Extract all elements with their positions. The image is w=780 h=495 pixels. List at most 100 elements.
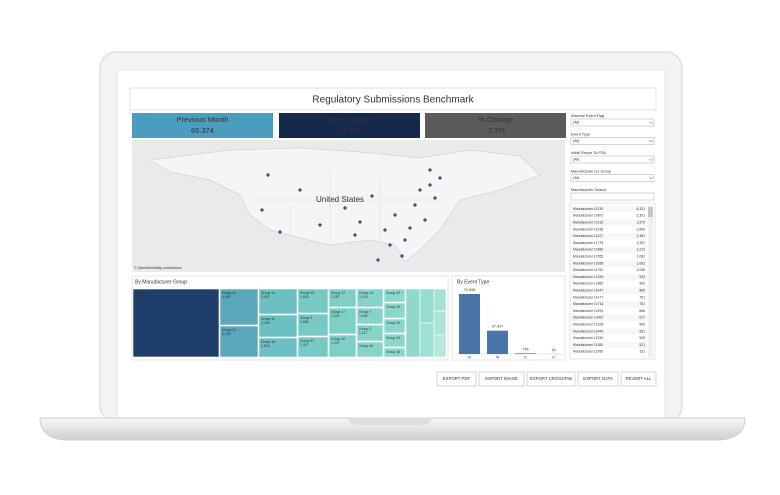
treemap-cell[interactable] (328, 334, 357, 358)
map-marker (412, 202, 418, 208)
treemap-cell[interactable] (356, 324, 384, 342)
list-row[interactable] (571, 314, 647, 322)
treemap-cell[interactable] (383, 347, 406, 358)
list-row[interactable] (571, 273, 647, 281)
treemap-cell[interactable] (328, 307, 357, 335)
treemap-group-name: Group 42 (386, 291, 400, 295)
filter-dropdown[interactable] (570, 155, 655, 164)
event-bar[interactable] (515, 353, 536, 354)
treemap-cell[interactable] (297, 288, 329, 314)
manufacturer-count: 2,301 (637, 214, 646, 218)
treemap-cell[interactable] (258, 314, 298, 338)
treemap-cell[interactable] (356, 288, 384, 308)
map-marker (432, 195, 438, 201)
laptop-notch (348, 418, 432, 425)
treemap-cell[interactable] (383, 302, 406, 319)
treemap-group-value: 4,691 (222, 295, 231, 299)
event-bar[interactable] (459, 294, 480, 354)
manufacturer-name: Manufacturer 11334 (573, 336, 603, 340)
manufacturer-name: Manufacturer 11230 (573, 207, 603, 211)
manufacturer-name: Manufacturer 10115 (573, 220, 603, 224)
list-row[interactable] (571, 219, 647, 226)
treemap-cell[interactable] (219, 288, 259, 326)
treemap-cell[interactable] (258, 288, 298, 315)
map-label: United States (316, 195, 364, 204)
treemap-cell[interactable] (356, 307, 384, 325)
list-row[interactable] (571, 233, 647, 240)
kpi-label: % Change (478, 115, 513, 124)
list-row[interactable] (571, 246, 647, 254)
manufacturer-count: 511 (640, 350, 646, 354)
export-button[interactable] (478, 371, 525, 387)
list-scrollbar[interactable] (648, 205, 653, 357)
treemap-group-name: Group 14 (261, 291, 275, 295)
manufacturer-name: Manufacturer 11477 (573, 295, 603, 299)
export-button[interactable] (436, 371, 477, 387)
treemap-cell[interactable] (132, 288, 220, 358)
scroll-thumb[interactable] (648, 207, 653, 217)
search-box[interactable] (570, 192, 655, 201)
treemap-cell[interactable] (356, 341, 384, 358)
treemap-group-value: 1,193 (359, 295, 368, 299)
manufacturer-name: Manufacturer 10967 (573, 316, 603, 320)
manufacturer-name: Manufacturer 10289 (573, 261, 603, 265)
export-button[interactable] (620, 371, 657, 387)
treemap-cell[interactable] (219, 325, 259, 358)
export-button[interactable] (526, 371, 576, 387)
manufacturer-count: 923 (639, 275, 645, 279)
treemap-cell (433, 334, 447, 358)
treemap-group-value: 1,207 (331, 341, 340, 345)
search-label: Manufacturer Search (571, 188, 606, 192)
treemap-cell[interactable] (328, 288, 357, 308)
manufacturer-count: 525 (639, 336, 645, 340)
manufacturer-count: 551 (639, 329, 645, 333)
list-row[interactable] (571, 328, 647, 335)
list-row[interactable] (571, 287, 647, 294)
manufacturer-count: 1,081 (637, 261, 646, 265)
treemap-cell[interactable] (297, 336, 329, 358)
dashboard-title: Regulatory Submissions Benchmark (312, 95, 474, 106)
treemap-small-cells (405, 288, 447, 358)
treemap-group-name: Group 3 (359, 327, 371, 331)
filter-value: (All) (573, 157, 579, 161)
event-bar-label: 70,598 (464, 288, 476, 292)
event-chart-title: By Event Type (457, 279, 489, 285)
treemap-group-name: Group 7 (359, 310, 371, 314)
map-marker (382, 227, 388, 233)
list-row[interactable] (571, 205, 647, 213)
list-row[interactable] (571, 260, 647, 267)
filter-dropdown[interactable] (570, 137, 655, 145)
treemap-cell[interactable] (383, 318, 406, 334)
treemap-cell[interactable] (258, 337, 298, 358)
list-row[interactable] (571, 301, 647, 308)
list-row[interactable] (571, 341, 647, 349)
map-marker (342, 205, 348, 211)
map-marker (265, 172, 271, 178)
treemap-cell[interactable] (383, 333, 406, 348)
manufacturer-count: 6,321 (637, 207, 646, 211)
map-marker (422, 217, 428, 223)
treemap-cell[interactable] (297, 313, 329, 337)
filter-dropdown[interactable] (570, 174, 655, 182)
filter-value: (All) (573, 176, 579, 180)
map-marker (427, 167, 433, 173)
map-marker (375, 257, 381, 263)
treemap-cell[interactable] (383, 288, 406, 303)
manufacturer-count: 1,361 (637, 234, 646, 238)
map-marker (369, 193, 375, 199)
treemap-group-value: 2,349 (261, 321, 270, 325)
filter-dropdown[interactable] (570, 118, 655, 127)
map-marker (427, 182, 433, 188)
event-bar[interactable] (487, 330, 508, 354)
manufacturer-name: Manufacturer 10291 (573, 309, 603, 313)
map-land (148, 147, 541, 263)
manufacturer-count: 1,850 (637, 227, 646, 231)
manufacturer-count: 1,092 (637, 254, 646, 258)
manufacturer-count: 865 (639, 288, 645, 292)
export-button[interactable] (577, 371, 619, 387)
manufacturer-count: 902 (639, 282, 645, 286)
map-marker (352, 232, 358, 238)
manufacturer-count: 701 (639, 302, 645, 306)
event-category: M (468, 355, 471, 359)
